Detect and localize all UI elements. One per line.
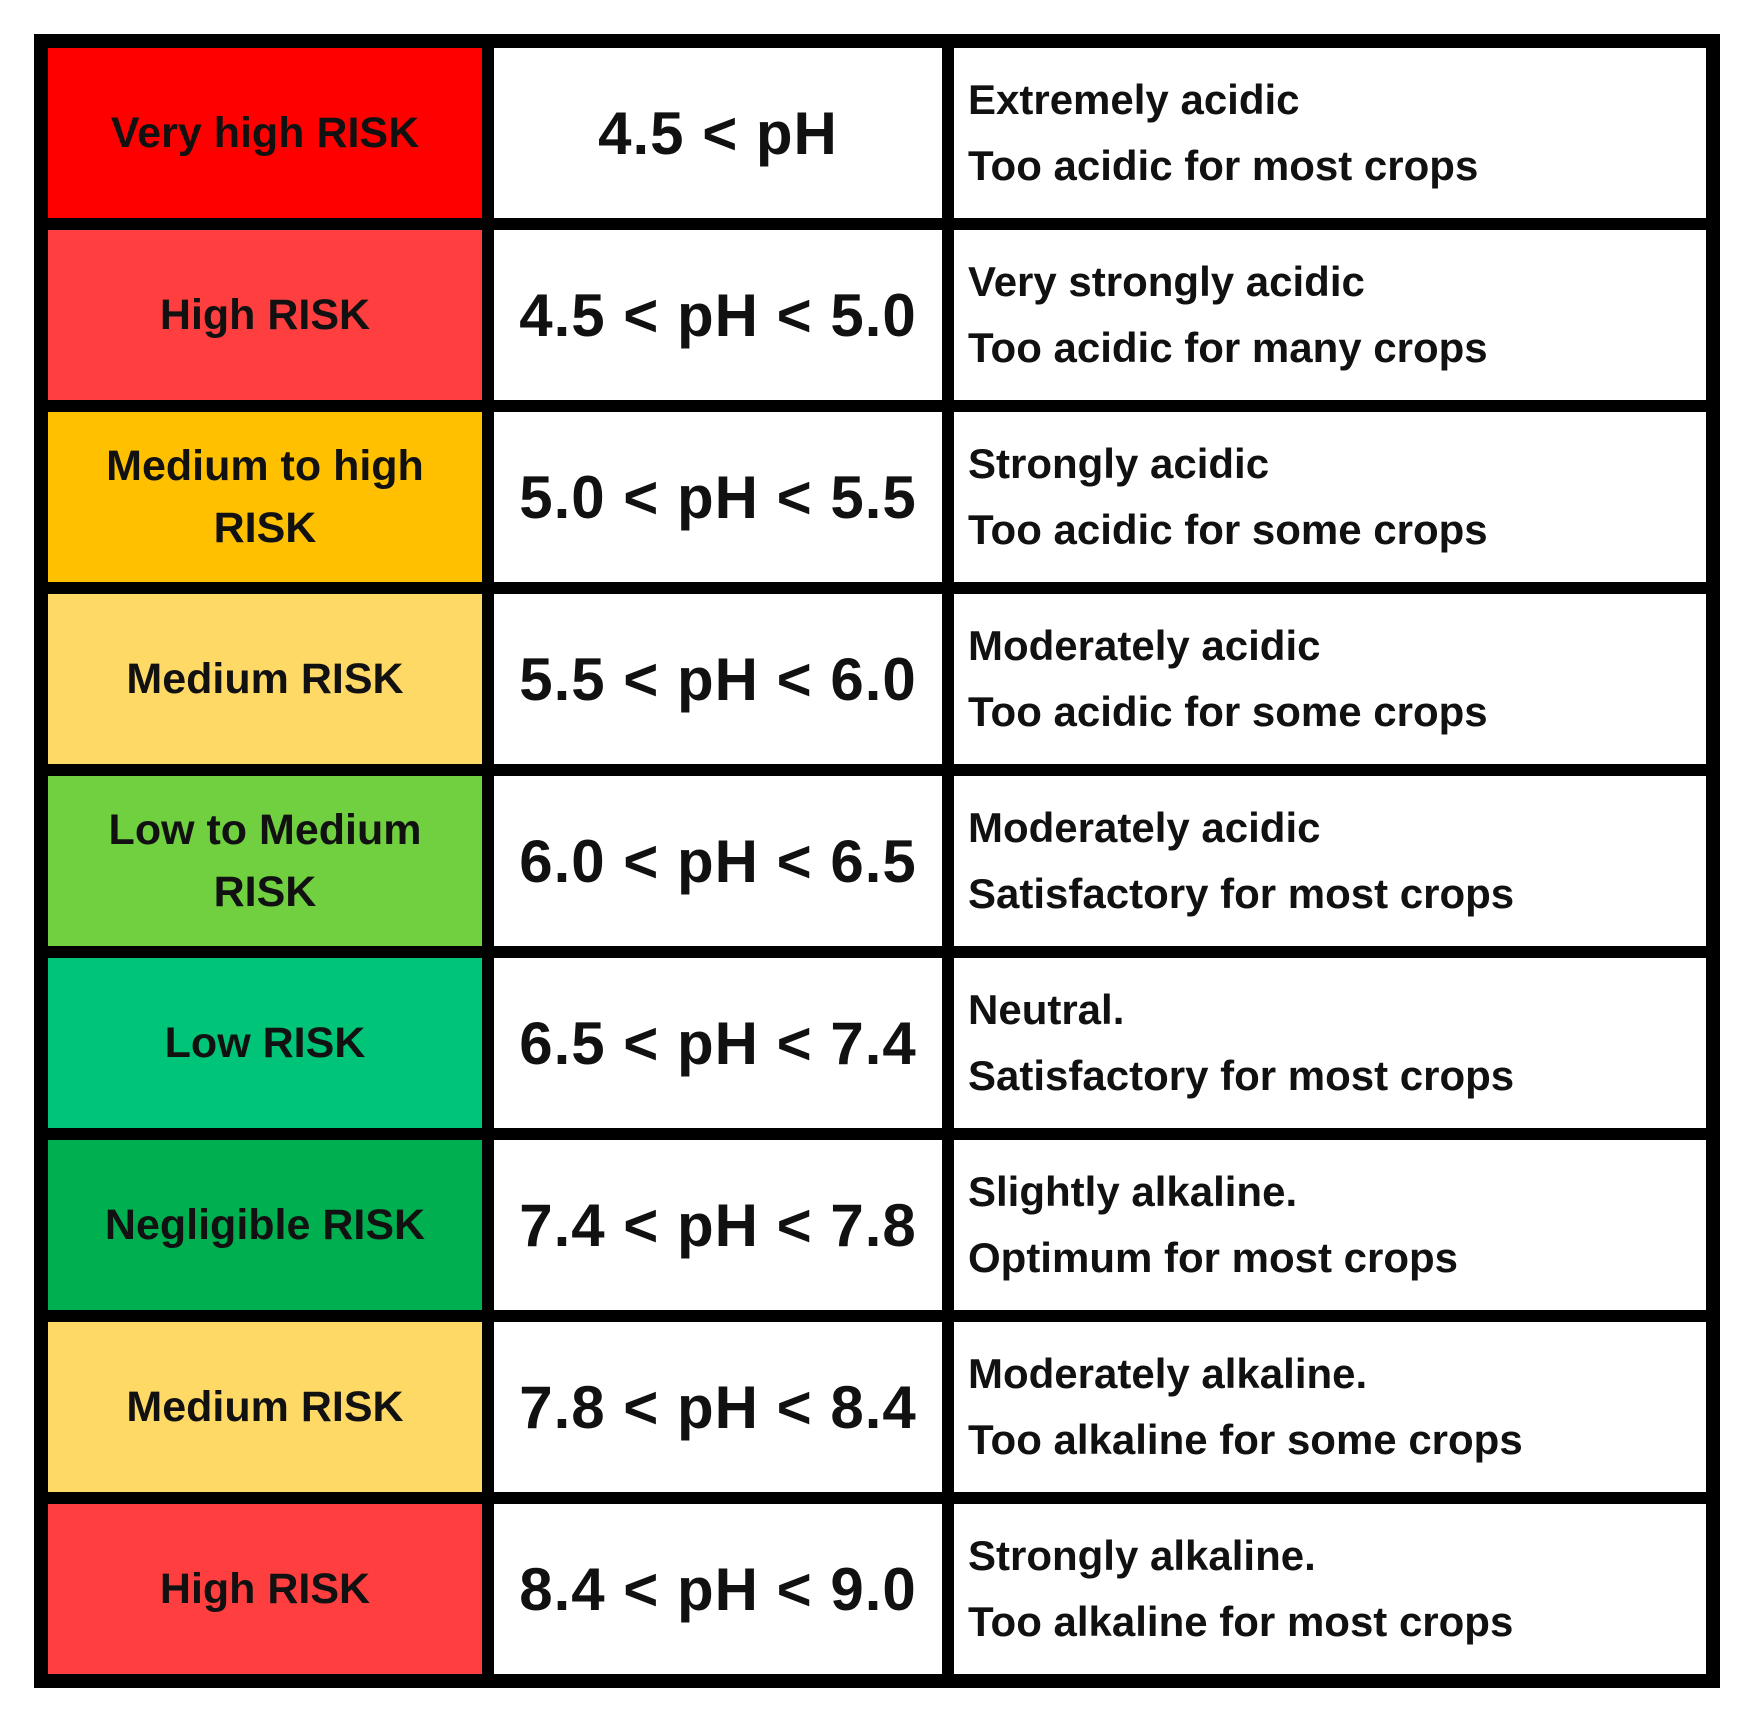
risk-level-cell: Negligible RISK [42,1134,488,1316]
description-cell: Moderately alkaline. Too alkaline for so… [948,1316,1712,1498]
risk-level-cell: Low RISK [42,952,488,1134]
ph-range-cell: 7.8 < pH < 8.4 [488,1316,948,1498]
description-cell: Extremely acidic Too acidic for most cro… [948,42,1712,224]
table-row: Low RISK 6.5 < pH < 7.4 Neutral. Satisfa… [42,952,1712,1134]
ph-range-cell: 5.0 < pH < 5.5 [488,406,948,588]
risk-level-cell: Very high RISK [42,42,488,224]
table-row: Medium RISK 5.5 < pH < 6.0 Moderately ac… [42,588,1712,770]
ph-range-cell: 4.5 < pH [488,42,948,224]
ph-range-cell: 4.5 < pH < 5.0 [488,224,948,406]
ph-risk-table-body: Very high RISK 4.5 < pH Extremely acidic… [42,42,1712,1680]
risk-level-cell: High RISK [42,1498,488,1680]
ph-range-cell: 7.4 < pH < 7.8 [488,1134,948,1316]
table-row: High RISK 4.5 < pH < 5.0 Very strongly a… [42,224,1712,406]
ph-range-cell: 8.4 < pH < 9.0 [488,1498,948,1680]
description-line: Moderately acidic [968,804,1321,851]
description-cell: Very strongly acidic Too acidic for many… [948,224,1712,406]
description-cell: Moderately acidic Too acidic for some cr… [948,588,1712,770]
table-row: High RISK 8.4 < pH < 9.0 Strongly alkali… [42,1498,1712,1680]
table-row: Negligible RISK 7.4 < pH < 7.8 Slightly … [42,1134,1712,1316]
table-row: Low to Medium RISK 6.0 < pH < 6.5 Modera… [42,770,1712,952]
description-line: Extremely acidic [968,76,1300,123]
description-line: Satisfactory for most crops [968,870,1515,917]
description-line: Too alkaline for some crops [968,1416,1523,1463]
description-line: Too acidic for some crops [968,506,1488,553]
table-row: Very high RISK 4.5 < pH Extremely acidic… [42,42,1712,224]
risk-level-cell: Medium RISK [42,1316,488,1498]
description-line: Slightly alkaline. [968,1168,1298,1215]
description-line: Satisfactory for most crops [968,1052,1515,1099]
description-line: Moderately alkaline. [968,1350,1368,1397]
table-row: Medium to high RISK 5.0 < pH < 5.5 Stron… [42,406,1712,588]
description-line: Too alkaline for most crops [968,1598,1514,1645]
description-line: Neutral. [968,986,1125,1033]
description-line: Strongly alkaline. [968,1532,1316,1579]
description-line: Too acidic for most crops [968,142,1479,189]
risk-level-cell: High RISK [42,224,488,406]
risk-level-cell: Medium to high RISK [42,406,488,588]
ph-range-cell: 6.5 < pH < 7.4 [488,952,948,1134]
description-line: Very strongly acidic [968,258,1365,305]
description-line: Moderately acidic [968,622,1321,669]
ph-range-cell: 6.0 < pH < 6.5 [488,770,948,952]
description-cell: Strongly acidic Too acidic for some crop… [948,406,1712,588]
risk-level-cell: Medium RISK [42,588,488,770]
description-line: Strongly acidic [968,440,1270,487]
description-cell: Slightly alkaline. Optimum for most crop… [948,1134,1712,1316]
description-line: Too acidic for some crops [968,688,1488,735]
risk-level-cell: Low to Medium RISK [42,770,488,952]
description-cell: Moderately acidic Satisfactory for most … [948,770,1712,952]
description-line: Optimum for most crops [968,1234,1459,1281]
description-cell: Neutral. Satisfactory for most crops [948,952,1712,1134]
ph-range-cell: 5.5 < pH < 6.0 [488,588,948,770]
table-row: Medium RISK 7.8 < pH < 8.4 Moderately al… [42,1316,1712,1498]
ph-risk-table: Very high RISK 4.5 < pH Extremely acidic… [34,34,1720,1688]
description-cell: Strongly alkaline. Too alkaline for most… [948,1498,1712,1680]
description-line: Too acidic for many crops [968,324,1488,371]
